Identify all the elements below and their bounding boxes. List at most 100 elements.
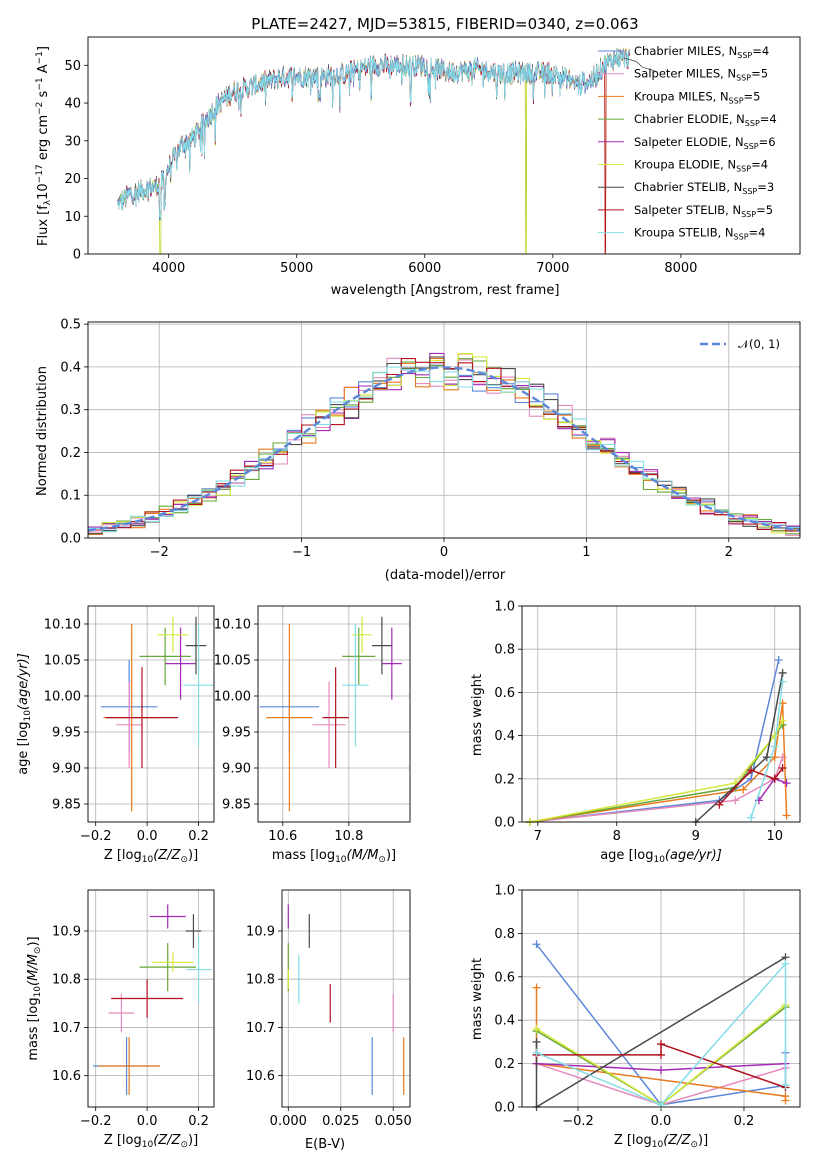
legend-text: Salpeter MILES, N [634,67,736,81]
legend-text: Salpeter ELODIE, N [634,135,744,149]
legend-tail: =4 [749,226,766,240]
label-part: 10 [33,986,43,998]
legend-text: Salpeter STELIB, N [634,203,741,217]
ylabel-part: erg cm [36,115,51,164]
label-part: age [log [600,848,653,863]
mass-vs-metallicity-panel: −0.2 0.0 0.210.610.710.810.9Z [log10(Z/Z⊙)… [26,889,215,1150]
label-part: 10 [653,855,665,865]
spectrum-model-extension [623,57,656,72]
legend-text: Chabrier MILES, N [634,44,737,58]
axes-frame [87,889,215,1108]
ylabel-part: −17 [35,164,45,183]
y-tick-label: 10.7 [52,1021,81,1036]
legend-tail: =4 [752,44,769,58]
mw-marker-salpeter_stelib [747,766,756,775]
x-tick-label: 9 [692,829,700,844]
y-tick-label: 9.90 [52,762,81,777]
label-part: 10 [142,1140,154,1150]
y-tick-label: 10.6 [246,1069,275,1084]
mw-line-chabrier_stelib [535,956,786,1107]
legend-label-chabrier_elodie: Chabrier ELODIE, NSSP=4 [634,112,777,128]
histogram-kroupa_stelib [88,366,800,533]
y-tick-label: 10.00 [214,690,251,705]
ylabel-part: −1 [35,77,45,90]
legend-tail: =5 [756,203,773,217]
mw-marker-salpeter_elodie [657,1066,665,1075]
ylabel-part: −1 [35,51,45,64]
mw-marker-chabrier_stelib [532,1037,541,1046]
label-part: )] [188,1133,198,1148]
y-tick-label: 30 [64,134,81,149]
y-tick-label: 9.95 [222,726,251,741]
mass-weight-vs-metallicity-panel: mass weight −0.2 0.0 0.2 0.0 0.2 0.4 0.6 0.8 1.0… [470,884,801,1150]
x-tick-label: 1 [582,545,590,560]
legend-tail: =3 [757,180,774,194]
mw-marker-kroupa_stelib [747,813,756,822]
label-part: ⊙ [378,855,386,865]
mw-marker-kroupa_stelib [781,959,790,968]
y-tick-label: 0.4 [494,729,515,744]
y-tick-label: 10.00 [44,690,81,705]
ylabel-part: s [36,90,51,101]
label-part: (age/yr)] [16,653,31,710]
mw-marker-salpeter_stelib [657,1050,665,1059]
y-tick-label: 40 [64,97,81,112]
p-mass-Z-ylabel: mass [log10(M/M⊙)] [26,936,43,1060]
y-tick-label: 0.6 [494,970,515,985]
axes-frame [87,321,801,539]
mw-marker-salpeter_stelib [715,800,724,809]
legend-gaussian-label: 𝒩(0, 1) [738,337,780,351]
legend-tail: =4 [760,112,777,126]
mw-marker-kroupa_miles [781,1096,790,1105]
y-tick-label: 0.0 [60,532,81,547]
residual-xlabel: (data-model)/error [385,568,506,583]
x-tick-label: −1 [292,545,311,560]
y-tick-label: 9.90 [222,762,251,777]
age-vs-mass-panel: 10.6 10.8 9.85 9.90 9.95 10.00 10.05 10.10 mass … [214,605,411,865]
legend-sub: SSP [729,96,744,105]
y-tick-label: 0.1 [60,489,81,504]
axes-frame [521,605,801,823]
y-tick-label: 10.6 [52,1069,81,1084]
label-part: age [log [16,722,31,775]
mw-marker-chabrier_miles [532,940,541,949]
mw-marker-chabrier_stelib [778,668,787,677]
ylabel-part: A [36,64,51,77]
mw-marker-kroupa_stelib [778,677,787,686]
mass-vs-ebv-panel: E(B-V) 0.000 0.025 0.050 10.6 10.7 10.8 10.9 [246,889,412,1152]
mw-marker-chabrier_stelib [762,753,771,762]
legend-text: Chabrier ELODIE, N [634,112,745,126]
y-tick-label: 1.0 [494,600,515,615]
x-tick-label: 4000 [152,261,185,276]
y-tick-label: 0.5 [60,318,81,333]
x-tick-label: −0.2 [562,1114,594,1129]
legend-label-kroupa_stelib: Kroupa STELIB, NSSP=4 [634,226,765,242]
y-tick-label: 0.4 [494,1014,515,1029]
mw-marker-salpeter_miles [731,796,740,805]
x-tick-label: 0.025 [322,1114,359,1129]
p-age-Z-ylabel: age [log10(age/yr)] [16,653,33,775]
label-part: 10 [652,1140,664,1150]
y-tick-label: 0.4 [60,360,81,375]
mw-line-salpeter_stelib [718,767,784,806]
x-tick-label: 0.0 [137,829,158,844]
mw-marker-chabrier_miles [774,656,783,664]
mw-line-salpeter_stelib [536,1043,786,1089]
age-vs-metallicity-panel: −0.2 0.0 0.2 9.85 9.90 9.95 10.00 10.05 10.10 Z [… [16,605,215,865]
label-part: 10 [23,710,33,722]
y-tick-label: 9.85 [222,798,251,813]
y-tick-label: 20 [64,172,81,187]
mw-marker-kroupa_miles [782,811,791,820]
label-part: )] [386,848,396,863]
residual-ylabel: Normed distribution [35,366,50,496]
y-tick-label: 0.2 [494,1057,515,1072]
axes-frame [87,36,801,255]
label-part: Z [log [104,1133,142,1148]
y-tick-label: 0 [73,248,81,263]
x-tick-label: 0.2 [734,1114,755,1129]
x-tick-label: 7 [534,829,542,844]
label-part: (M/M [26,954,41,986]
label-part: ⊙ [180,855,188,865]
legend-label-salpeter_stelib: Salpeter STELIB, NSSP=5 [634,203,773,219]
mw-marker-kroupa_elodie [778,716,787,725]
